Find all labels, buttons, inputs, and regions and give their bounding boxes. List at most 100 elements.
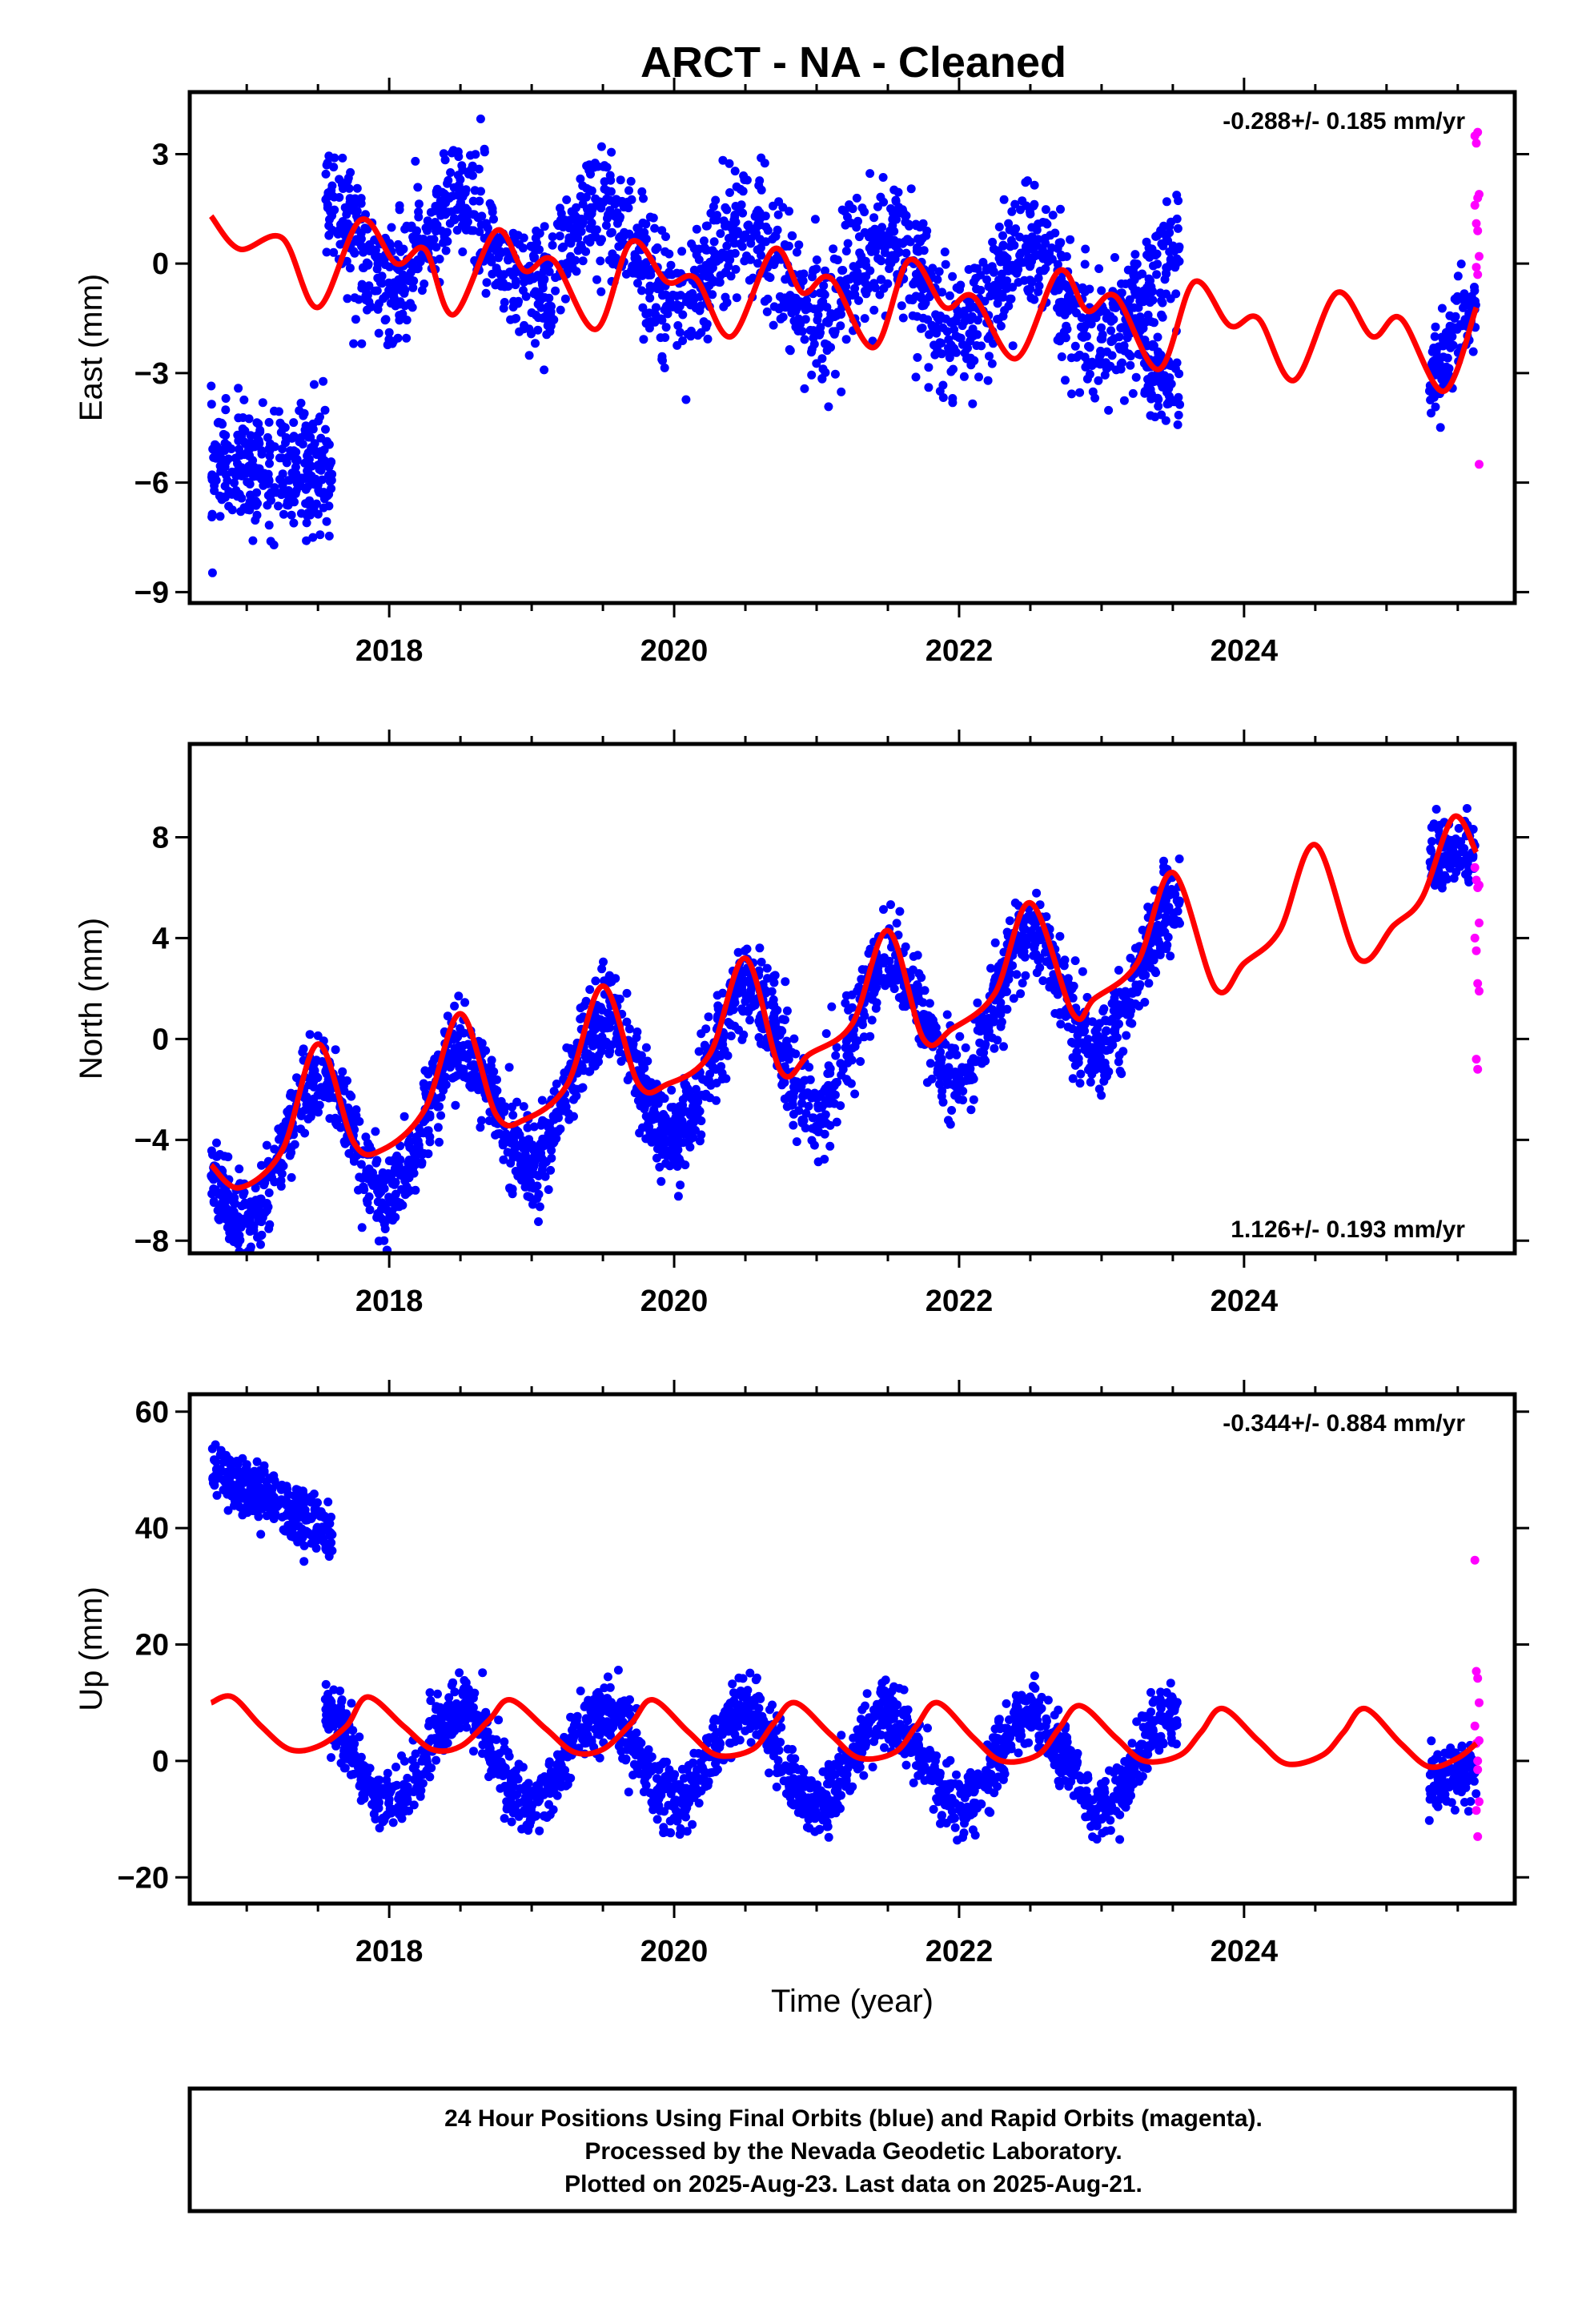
final-orbit-point <box>830 369 840 379</box>
final-orbit-point <box>666 1103 676 1112</box>
final-orbit-point <box>854 296 863 305</box>
final-orbit-point <box>510 314 520 324</box>
final-orbit-point <box>856 1057 865 1066</box>
final-orbit-point <box>279 509 288 519</box>
final-orbit-point <box>1029 201 1038 211</box>
final-orbit-point <box>954 333 964 342</box>
final-orbit-point <box>867 1015 877 1025</box>
final-orbit-point <box>1452 292 1462 301</box>
final-orbit-point <box>617 239 627 249</box>
final-orbit-point <box>549 315 559 324</box>
final-orbit-point <box>569 1095 578 1104</box>
final-orbit-point <box>677 247 687 256</box>
final-orbit-point <box>608 1016 617 1025</box>
final-orbit-point <box>895 208 905 218</box>
final-orbit-point <box>678 336 688 345</box>
final-orbit-point <box>1159 856 1168 866</box>
final-orbit-point <box>588 1041 597 1051</box>
final-orbit-point <box>822 346 832 356</box>
final-orbit-point <box>1153 332 1162 342</box>
final-orbit-point <box>519 1102 528 1112</box>
final-orbit-point <box>310 1059 319 1068</box>
final-orbit-point <box>706 1080 716 1090</box>
final-orbit-point <box>693 331 703 340</box>
final-orbit-point <box>819 281 829 291</box>
final-orbit-point <box>1026 929 1036 939</box>
final-orbit-point <box>794 1080 804 1090</box>
final-orbit-point <box>934 267 944 276</box>
final-orbit-point <box>792 1137 801 1147</box>
final-orbit-point <box>655 1162 665 1172</box>
final-orbit-point <box>314 1108 323 1117</box>
final-orbit-point <box>885 264 894 273</box>
final-orbit-point <box>737 1004 746 1014</box>
final-orbit-point <box>801 1108 811 1118</box>
final-orbit-point <box>706 208 716 218</box>
final-orbit-point <box>986 963 995 973</box>
final-orbit-point <box>1149 261 1158 271</box>
rapid-orbit-point <box>1472 139 1481 148</box>
final-orbit-point <box>699 317 709 327</box>
final-orbit-point <box>807 344 817 354</box>
final-orbit-point <box>998 231 1007 240</box>
final-orbit-point <box>996 1003 1006 1012</box>
final-orbit-point <box>211 476 221 485</box>
final-orbit-point <box>771 1023 781 1031</box>
final-orbit-point <box>476 187 485 196</box>
final-orbit-point <box>709 237 719 247</box>
final-orbit-point <box>1153 347 1162 356</box>
final-orbit-point <box>725 159 734 168</box>
final-orbit-point <box>1008 341 1018 351</box>
final-orbit-point <box>607 1040 616 1050</box>
final-orbit-point <box>556 305 565 315</box>
final-orbit-point <box>508 267 517 276</box>
final-orbit-point <box>776 314 785 324</box>
panel-frame <box>187 90 1517 605</box>
final-orbit-point <box>633 230 643 239</box>
final-orbit-point <box>1014 265 1023 275</box>
final-orbit-point <box>660 305 669 315</box>
final-orbit-point <box>296 398 306 408</box>
final-orbit-point <box>920 986 930 995</box>
final-orbit-point <box>364 297 374 307</box>
final-orbit-point <box>270 483 279 493</box>
final-orbit-point <box>377 279 387 288</box>
final-orbit-point <box>1016 205 1025 215</box>
final-orbit-point <box>552 1080 561 1088</box>
final-orbit-point <box>810 1088 819 1098</box>
final-orbit-point <box>357 1223 367 1232</box>
final-orbit-point <box>924 1011 933 1020</box>
final-orbit-point <box>911 372 921 382</box>
final-orbit-point <box>220 444 229 453</box>
final-orbit-point <box>411 1185 420 1195</box>
final-orbit-point <box>999 1042 1008 1051</box>
y-tick-label: −9 <box>135 576 169 609</box>
final-orbit-point <box>733 983 741 992</box>
final-orbit-point <box>530 252 540 262</box>
final-orbit-point <box>1001 252 1010 262</box>
final-orbit-point <box>757 957 766 967</box>
final-orbit-point <box>408 283 418 292</box>
final-orbit-point <box>398 270 408 279</box>
final-orbit-point <box>944 344 953 353</box>
final-orbit-point <box>524 1160 534 1170</box>
final-orbit-point <box>524 1176 534 1185</box>
final-orbit-point <box>940 247 950 257</box>
final-orbit-point <box>602 1023 612 1033</box>
final-orbit-point <box>872 228 881 238</box>
final-orbit-point <box>993 283 1002 292</box>
final-orbit-point <box>742 175 752 185</box>
final-orbit-point <box>1115 1067 1125 1076</box>
final-orbit-point <box>359 1182 368 1192</box>
final-orbit-point <box>1143 310 1153 320</box>
final-orbit-point <box>639 194 648 203</box>
final-orbit-point <box>950 1081 959 1091</box>
final-orbit-point <box>784 1055 793 1064</box>
final-orbit-point <box>1094 376 1103 385</box>
final-orbit-point <box>529 1122 539 1132</box>
final-orbit-point <box>508 1152 518 1162</box>
final-orbit-point <box>890 254 900 263</box>
final-orbit-point <box>600 1016 609 1026</box>
final-orbit-point <box>1144 274 1154 283</box>
